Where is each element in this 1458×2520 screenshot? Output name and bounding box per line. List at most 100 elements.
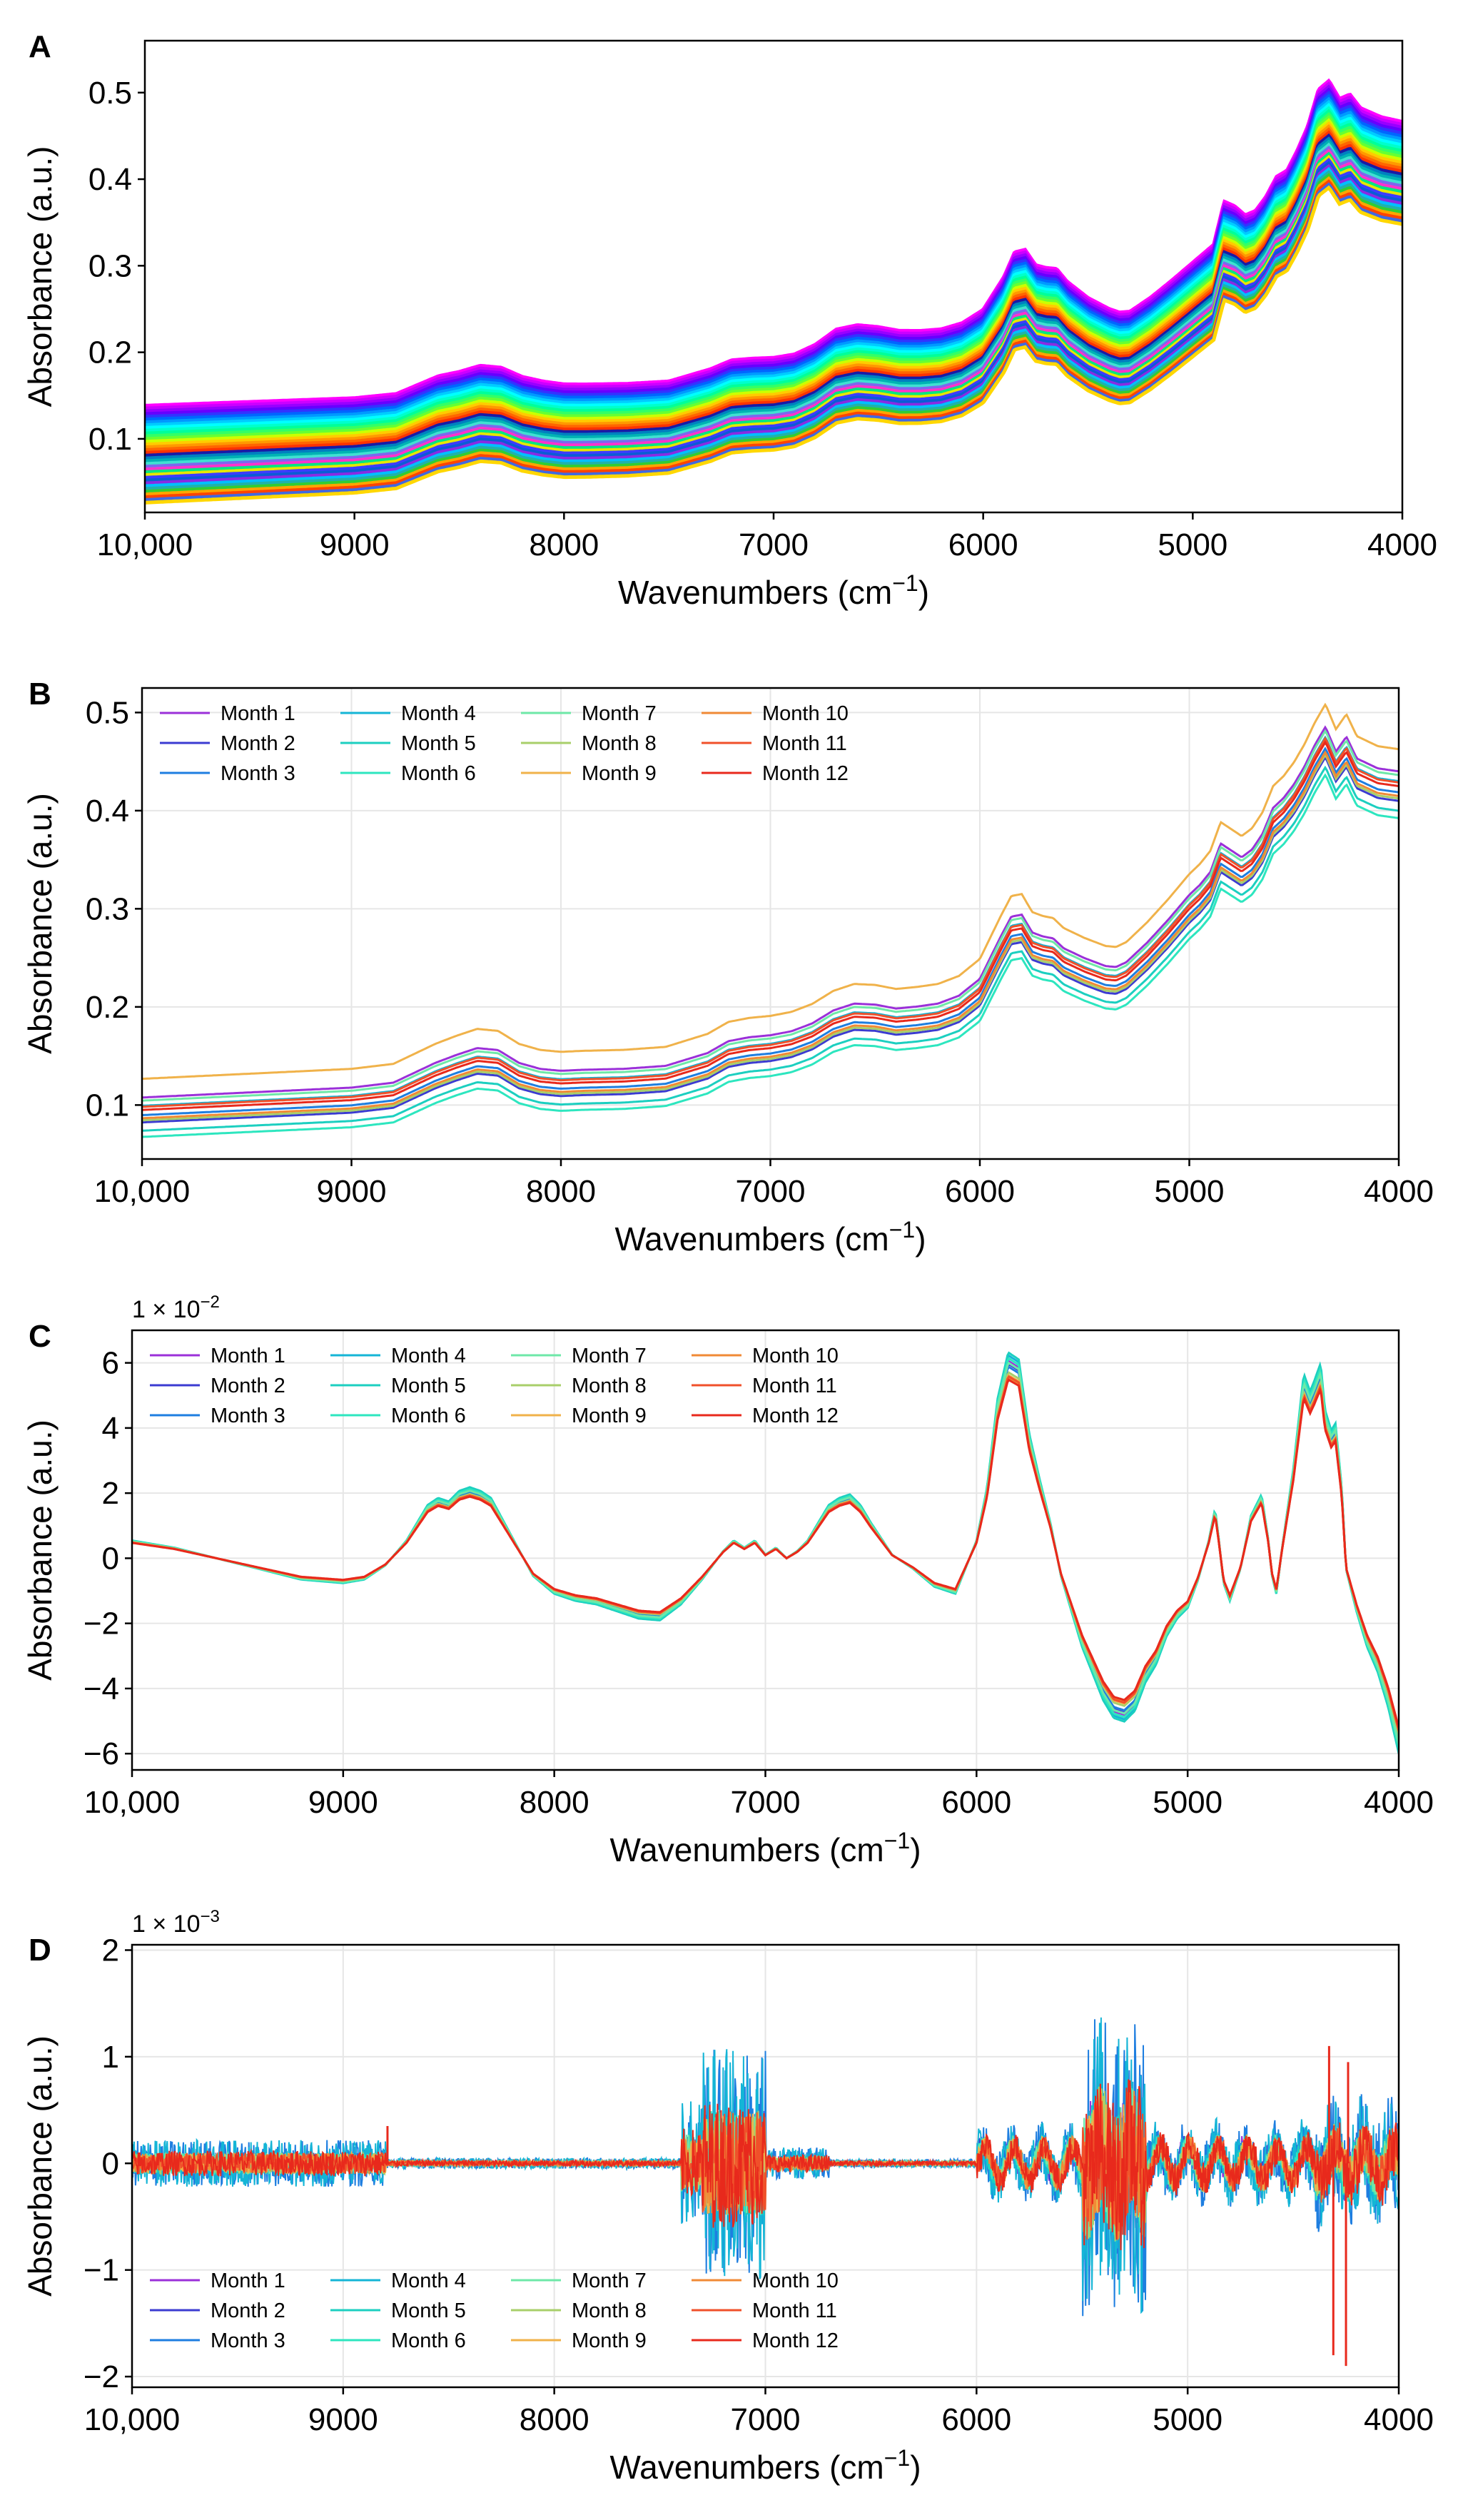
series-line <box>145 163 1402 485</box>
x-tick-label: 9000 <box>320 527 390 562</box>
x-tick-label: 10,000 <box>84 1785 181 1820</box>
legend-label: Month 11 <box>752 1375 837 1397</box>
legend-label: Month 11 <box>752 2299 837 2322</box>
x-axis-label: Wavenumbers (cm−1) <box>609 2445 921 2486</box>
x-tick-label: 6000 <box>941 1785 1011 1820</box>
series-line <box>145 118 1402 444</box>
panel-D: D 10,000 9000 8000 7000 6000 5000 4000 −2 −1 0 1 2 Wa… <box>21 1907 1434 2486</box>
y-tick-label: 0.2 <box>88 335 132 370</box>
series-line <box>145 185 1402 505</box>
y-tick-label: 0.3 <box>86 891 129 926</box>
series-line <box>145 93 1402 422</box>
series-line <box>145 136 1402 460</box>
legend-label: Month 12 <box>762 762 849 785</box>
y-tick-label: −2 <box>83 2359 119 2394</box>
legend-label: Month 10 <box>752 1345 839 1367</box>
series-line <box>145 121 1402 447</box>
panel-B: B 10,000 9000 8000 7000 6000 5000 4000 0.1 0.2 0.3… <box>21 677 1434 1258</box>
series-line <box>145 90 1402 419</box>
y-axis-label: Absorbance (a.u.) <box>21 793 59 1054</box>
x-tick-label: 8000 <box>526 1174 596 1209</box>
x-axis-label: Wavenumbers (cm−1) <box>618 570 929 611</box>
plot-area <box>142 702 1399 1138</box>
y-axis-label: Absorbance (a.u.) <box>21 1420 59 1681</box>
series-line <box>145 182 1402 502</box>
legend-label: Month 5 <box>391 2299 466 2322</box>
x-tick-label: 4000 <box>1364 1785 1434 1820</box>
legend-label: Month 4 <box>401 702 476 725</box>
series-line <box>142 747 1399 1116</box>
y-tick-label: 0.2 <box>86 990 129 1025</box>
legend-label: Month 8 <box>572 2299 647 2322</box>
series-line <box>142 750 1399 1120</box>
y-tick-label: −2 <box>83 1606 119 1641</box>
y-tick-label: 0.4 <box>86 794 129 829</box>
panel-A: A 10,000 9000 8000 7000 6000 5000 4000 0.1 0.2 0.3… <box>21 29 1437 611</box>
scale-factor-label: 1 × 10−3 <box>132 1907 220 1938</box>
y-tick-label: 1 <box>102 2040 119 2075</box>
series-line <box>145 111 1402 438</box>
x-tick-label: 7000 <box>731 2402 801 2437</box>
legend-label: Month 3 <box>221 762 295 785</box>
x-tick-label: 4000 <box>1364 1174 1434 1209</box>
y-tick-label: −4 <box>83 1671 119 1706</box>
series-line <box>145 108 1402 435</box>
legend-label: Month 9 <box>572 2329 647 2352</box>
y-tick-label: 0.1 <box>86 1088 129 1123</box>
panel-letter: D <box>29 1933 51 1968</box>
y-axis-label: Absorbance (a.u.) <box>21 146 59 408</box>
x-tick-label: 5000 <box>1153 2402 1222 2437</box>
series-line <box>145 179 1402 500</box>
legend-label: Month 1 <box>211 2269 285 2292</box>
series-line <box>145 176 1402 497</box>
plot-area <box>132 1351 1399 1754</box>
legend-label: Month 2 <box>221 732 295 755</box>
y-tick-label: 2 <box>102 1933 119 1968</box>
legend-label: Month 6 <box>401 762 476 785</box>
series-line <box>145 142 1402 466</box>
x-tick-label: 8000 <box>520 2402 589 2437</box>
legend-label: Month 6 <box>391 2329 466 2352</box>
series-line <box>142 725 1399 1099</box>
plot-area <box>145 78 1402 505</box>
series-line <box>142 753 1399 1122</box>
legend-label: Month 7 <box>572 1345 647 1367</box>
series-line <box>145 130 1402 455</box>
y-tick-label: 0.4 <box>88 162 132 197</box>
series-line <box>132 1378 1399 1729</box>
series-line <box>145 173 1402 494</box>
legend-label: Month 2 <box>211 2299 285 2322</box>
legend-label: Month 9 <box>572 1405 647 1427</box>
x-axis-label: Wavenumbers (cm−1) <box>614 1217 926 1258</box>
legend-label: Month 6 <box>391 1405 466 1427</box>
legend-label: Month 4 <box>391 2269 466 2292</box>
x-tick-label: 5000 <box>1158 527 1227 562</box>
series-line <box>142 702 1399 1081</box>
x-tick-label: 9000 <box>308 1785 378 1820</box>
x-tick-label: 8000 <box>520 1785 589 1820</box>
panel-C: C 10,000 9000 8000 7000 6000 5000 4000 −6 −4 −2 0 2 4… <box>21 1292 1434 1868</box>
legend-label: Month 10 <box>762 702 849 725</box>
x-tick-label: 7000 <box>739 527 809 562</box>
panel-letter: C <box>29 1319 51 1354</box>
legend-label: Month 7 <box>582 702 657 725</box>
x-tick-label: 10,000 <box>94 1174 191 1209</box>
legend-label: Month 12 <box>752 2329 839 2352</box>
y-tick-label: 4 <box>102 1411 119 1446</box>
series-line <box>142 773 1399 1138</box>
y-tick-label: 0.1 <box>88 422 132 457</box>
y-tick-label: 6 <box>102 1346 119 1381</box>
series-line <box>145 96 1402 425</box>
x-tick-label: 8000 <box>529 527 599 562</box>
series-line <box>145 81 1402 410</box>
panel-letter: A <box>29 29 51 64</box>
series-line <box>145 154 1402 477</box>
legend-label: Month 2 <box>211 1375 285 1397</box>
legend-label: Month 8 <box>582 732 657 755</box>
x-tick-label: 10,000 <box>97 527 193 562</box>
x-tick-label: 5000 <box>1153 1785 1222 1820</box>
series-line <box>145 127 1402 452</box>
x-tick-label: 10,000 <box>84 2402 181 2437</box>
y-tick-label: 0.5 <box>88 76 132 111</box>
legend-label: Month 1 <box>211 1345 285 1367</box>
